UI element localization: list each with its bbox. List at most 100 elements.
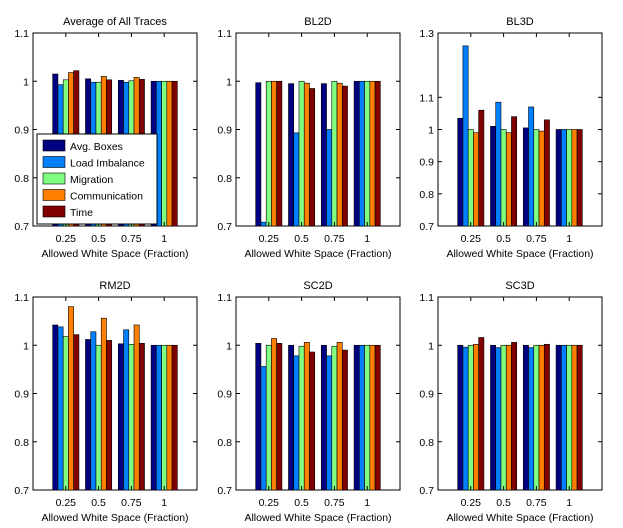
bar — [336, 342, 343, 491]
bar — [500, 129, 507, 227]
bar — [522, 127, 529, 227]
y-tick-label: 0.9 — [14, 125, 29, 137]
x-tick-label: 0.5 — [91, 497, 106, 509]
chart-panel-1: BL2D 0.7 0.8 0.9 1 1.1 0.25 0.5 0.75 1 Allowed Whi… — [217, 16, 401, 260]
y-tick-label: 1.1 — [419, 92, 434, 104]
chart-title: BL3D — [506, 16, 534, 28]
bar — [293, 132, 300, 227]
bar — [478, 109, 485, 227]
bar — [320, 83, 327, 227]
legend-swatch — [42, 205, 66, 218]
bar — [52, 324, 59, 491]
y-tick-label: 0.9 — [217, 125, 232, 137]
chart-title: SC3D — [505, 280, 534, 292]
bar — [543, 119, 550, 227]
bar — [156, 344, 162, 491]
bar — [500, 344, 507, 491]
chart-title: BL2D — [304, 16, 332, 28]
bar — [166, 80, 173, 227]
bar — [566, 129, 573, 227]
y-tick-label: 1 — [23, 76, 29, 88]
x-tick-label: 1 — [161, 233, 167, 245]
bar — [364, 80, 371, 227]
chart-panel-5: SC3D 0.7 0.8 0.9 1 1.1 0.25 0.5 0.75 1 Allowed Whi… — [419, 280, 603, 524]
bar — [533, 344, 540, 491]
bar — [85, 339, 92, 491]
y-tick-label: 0.7 — [419, 485, 434, 497]
bar — [336, 82, 343, 227]
bar — [309, 88, 316, 227]
y-tick-label: 0.8 — [419, 437, 434, 449]
x-axis-label: Allowed White Space (Fraction) — [244, 248, 391, 260]
x-tick-label: 0.75 — [526, 233, 547, 245]
bar — [555, 129, 562, 227]
bar — [106, 340, 113, 491]
x-axis-label: Allowed White Space (Fraction) — [446, 248, 593, 260]
bar — [467, 344, 474, 491]
bar — [271, 80, 277, 227]
bar — [276, 80, 283, 227]
x-tick-label: 1 — [566, 497, 572, 509]
bar — [359, 80, 365, 227]
bar — [566, 344, 573, 491]
x-tick-label: 0.25 — [56, 233, 77, 245]
y-tick-label: 1 — [428, 125, 434, 137]
x-tick-label: 0.25 — [461, 497, 482, 509]
bar — [522, 344, 529, 491]
y-tick-label: 1.1 — [217, 292, 232, 304]
y-tick-label: 1.1 — [14, 292, 29, 304]
bar — [288, 344, 295, 491]
bar — [309, 351, 316, 491]
legend-entry: Avg. Boxes — [70, 141, 123, 153]
bar — [341, 85, 348, 227]
bar — [533, 129, 540, 227]
bar — [57, 326, 64, 491]
chart-panel-2: BL3D 0.7 0.8 0.9 1 1.1 1.3 0.25 0.5 0.75 1 Allowed … — [419, 16, 603, 260]
x-axis-label: Allowed White Space (Fraction) — [244, 512, 391, 524]
x-tick-label: 0.25 — [259, 233, 280, 245]
bar — [303, 342, 310, 491]
bar — [538, 130, 545, 227]
bar — [369, 344, 376, 491]
x-tick-label: 1 — [566, 233, 572, 245]
x-tick-label: 0.5 — [294, 497, 309, 509]
bar — [331, 80, 338, 227]
bar — [561, 129, 567, 227]
y-tick-label: 0.7 — [217, 221, 232, 233]
chart-title: Average of All Traces — [63, 16, 167, 28]
y-tick-label: 1 — [23, 340, 29, 352]
bar — [331, 345, 338, 491]
x-tick-label: 0.5 — [294, 233, 309, 245]
bar — [576, 129, 583, 227]
bar — [555, 344, 562, 491]
y-tick-label: 1 — [428, 340, 434, 352]
bar — [505, 344, 512, 491]
bar — [462, 45, 469, 227]
bar — [353, 80, 360, 227]
legend-swatch — [42, 172, 66, 185]
chart-title: RM2D — [99, 280, 130, 292]
bar — [473, 343, 479, 491]
bar — [543, 343, 550, 491]
bar — [293, 355, 300, 491]
bar — [490, 125, 497, 227]
y-tick-label: 0.8 — [14, 437, 29, 449]
bar — [95, 344, 102, 491]
bar — [133, 324, 140, 491]
y-tick-label: 0.7 — [217, 485, 232, 497]
bar — [505, 132, 512, 227]
chart-title: SC2D — [303, 280, 332, 292]
x-axis-label: Allowed White Space (Fraction) — [41, 248, 188, 260]
bar — [298, 345, 305, 491]
y-tick-label: 0.9 — [14, 389, 29, 401]
legend-entry: Communication — [70, 191, 143, 203]
bar — [369, 80, 376, 227]
bar — [166, 344, 173, 491]
bar — [73, 334, 80, 491]
bar — [68, 306, 74, 491]
y-tick-label: 0.7 — [419, 221, 434, 233]
bar — [298, 80, 305, 227]
y-tick-label: 0.9 — [419, 157, 434, 169]
y-tick-label: 1.3 — [419, 28, 434, 40]
bar — [260, 221, 267, 227]
